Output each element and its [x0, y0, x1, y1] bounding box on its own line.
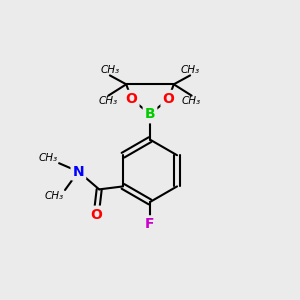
- Text: O: O: [90, 208, 102, 222]
- Text: CH₃: CH₃: [182, 96, 201, 106]
- Text: B: B: [145, 107, 155, 121]
- Text: CH₃: CH₃: [38, 153, 58, 163]
- Text: O: O: [126, 92, 137, 106]
- Text: CH₃: CH₃: [181, 65, 200, 75]
- Text: N: N: [73, 164, 84, 178]
- Text: F: F: [145, 217, 155, 231]
- Text: CH₃: CH₃: [99, 96, 118, 106]
- Text: CH₃: CH₃: [100, 65, 119, 75]
- Text: CH₃: CH₃: [44, 190, 64, 201]
- Text: O: O: [163, 92, 174, 106]
